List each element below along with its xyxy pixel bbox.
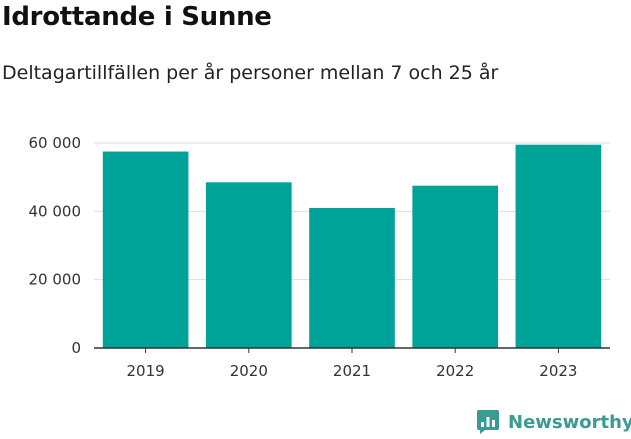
y-tick-label: 20 000 (29, 271, 82, 289)
newsworthy-brand: Newsworthy (476, 408, 631, 436)
bars (102, 144, 602, 348)
bar (309, 207, 395, 348)
x-tick-label: 2021 (333, 362, 371, 380)
chart-subtitle: Deltagartillfällen per år personer mella… (2, 62, 499, 84)
newsworthy-logo-icon (477, 410, 499, 434)
x-tick-label: 2020 (230, 362, 268, 380)
bar (515, 144, 602, 348)
bar (412, 185, 499, 348)
y-tick-label: 40 000 (29, 202, 82, 220)
x-tick-label: 2022 (436, 362, 474, 380)
x-tick-label: 2023 (539, 362, 577, 380)
chart-title: Idrottande i Sunne (2, 2, 272, 32)
bar (102, 151, 189, 348)
axes: 0 20 000 40 000 60 000 2019 2020 2021 2022 2023 (29, 134, 610, 380)
y-tick-label: 0 (71, 339, 81, 357)
bar-chart: 0 20 000 40 000 60 000 2019 2020 2021 2022 2023 (29, 134, 610, 380)
bar (205, 182, 292, 348)
x-tick-label: 2019 (127, 362, 165, 380)
y-tick-label: 60 000 (29, 134, 82, 152)
brand-name: Newsworthy (508, 411, 631, 433)
